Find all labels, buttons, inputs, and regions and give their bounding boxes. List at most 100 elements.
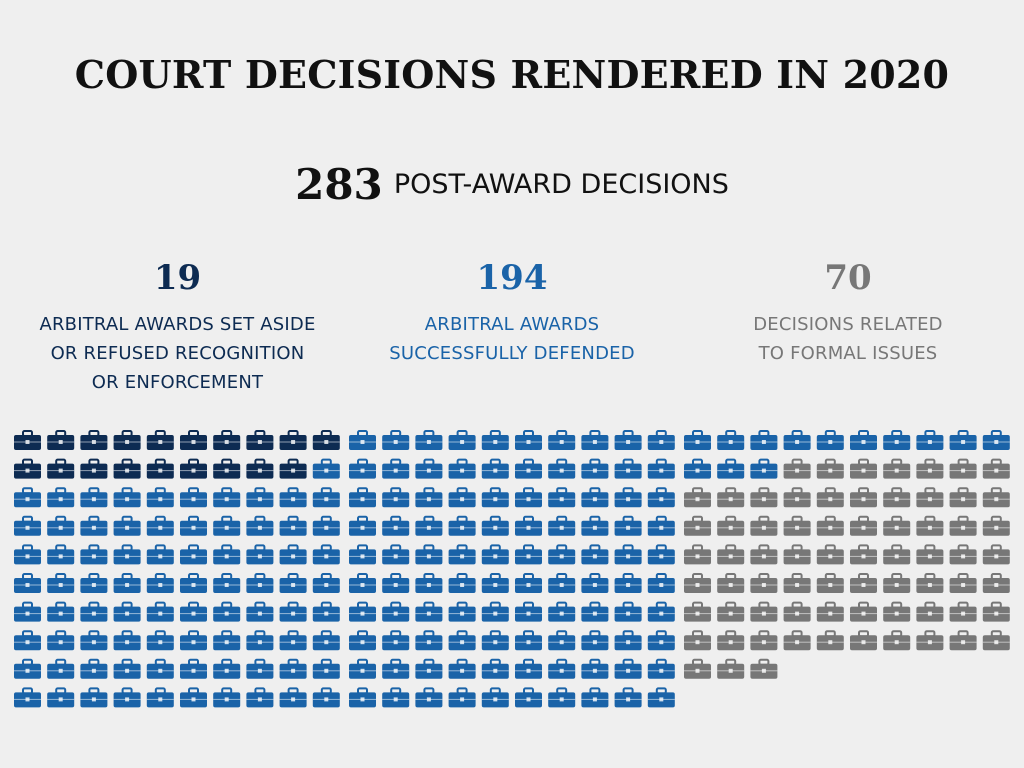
briefcase-icon [448,430,476,450]
briefcase-icon [515,687,542,708]
briefcase-icon [14,458,41,479]
briefcase-icon [614,601,642,622]
briefcase-icon [515,487,542,508]
briefcase-icon [850,458,877,479]
briefcase-icon [750,544,778,565]
briefcase-icon [213,601,241,622]
briefcase-icon [850,544,877,565]
briefcase-icon [246,430,274,450]
briefcase-icon [415,658,443,679]
briefcase-icon [916,487,944,508]
briefcase-icon [684,458,711,479]
briefcase-icon [279,430,307,450]
briefcase-icon [312,430,340,450]
stat-defended-value: 194 [476,258,548,298]
briefcase-icon [717,458,745,479]
briefcase-icon [717,573,745,593]
briefcase-icon [684,658,711,679]
briefcase-icon [647,458,675,479]
briefcase-icon [581,487,609,508]
briefcase-icon [481,687,509,708]
briefcase-icon [816,544,844,565]
briefcase-icon [80,630,108,651]
briefcase-icon [312,630,340,651]
briefcase-icon [614,487,642,508]
briefcase-icon [515,458,542,479]
briefcase-icon [949,630,977,651]
briefcase-icon [481,458,509,479]
briefcase-icon [581,430,609,450]
briefcase-icon [448,458,476,479]
page-title: COURT DECISIONS RENDERED IN 2020 [74,52,950,97]
briefcase-icon [717,487,745,508]
briefcase-icon [916,544,944,565]
briefcase-icon [581,573,609,593]
total-count: 283 [295,160,383,209]
briefcase-icon [515,430,542,450]
briefcase-icon [684,601,711,622]
briefcase-icon [783,630,811,651]
briefcase-icon [279,515,307,536]
briefcase-icon [548,573,576,593]
briefcase-icon [382,687,410,708]
briefcase-icon [213,515,241,536]
briefcase-icon [750,430,778,450]
briefcase-icon [80,658,108,679]
briefcase-icon [246,487,274,508]
briefcase-icon [581,458,609,479]
briefcase-icon [850,430,877,450]
briefcase-icon [883,601,911,622]
briefcase-icon [246,458,274,479]
briefcase-icon [382,544,410,565]
briefcase-icon [146,601,174,622]
briefcase-icon [113,573,141,593]
briefcase-icon [349,544,376,565]
briefcase-icon [180,430,207,450]
briefcase-icon [349,430,376,450]
briefcase-icon [448,687,476,708]
briefcase-icon [548,544,576,565]
briefcase-icon [982,458,1010,479]
briefcase-icon [982,544,1010,565]
briefcase-icon [850,573,877,593]
briefcase-icon [14,658,41,679]
briefcase-icon [180,601,207,622]
briefcase-icon [481,430,509,450]
briefcase-icon [146,544,174,565]
briefcase-icon [47,430,75,450]
briefcase-icon [448,658,476,679]
briefcase-icon [14,487,41,508]
briefcase-icon [246,573,274,593]
briefcase-icon [982,601,1010,622]
briefcase-icon [816,487,844,508]
briefcase-icon [750,658,778,679]
briefcase-icon [614,687,642,708]
briefcase-icon [80,458,108,479]
briefcase-icon [614,515,642,536]
briefcase-icon [481,630,509,651]
briefcase-icon [448,573,476,593]
briefcase-icon [684,573,711,593]
briefcase-icon [415,515,443,536]
briefcase-icon [382,515,410,536]
briefcase-icon [684,515,711,536]
briefcase-icon [312,544,340,565]
briefcase-icon [581,544,609,565]
briefcase-icon [47,515,75,536]
total-label: POST-AWARD DECISIONS [393,169,729,200]
stat-formal: 70 DECISIONS RELATED TO FORMAL ISSUES [688,256,1008,368]
briefcase-icon [717,544,745,565]
briefcase-icon [415,487,443,508]
briefcase-icon [614,544,642,565]
briefcase-icon [246,658,274,679]
briefcase-icon [47,458,75,479]
briefcase-icon [113,601,141,622]
briefcase-icon [850,515,877,536]
briefcase-icon [47,573,75,593]
briefcase-icon [279,487,307,508]
briefcase-icon [949,487,977,508]
briefcase-icon [816,458,844,479]
briefcase-icon [647,687,675,708]
briefcase-icon [717,601,745,622]
briefcase-icon [14,544,41,565]
